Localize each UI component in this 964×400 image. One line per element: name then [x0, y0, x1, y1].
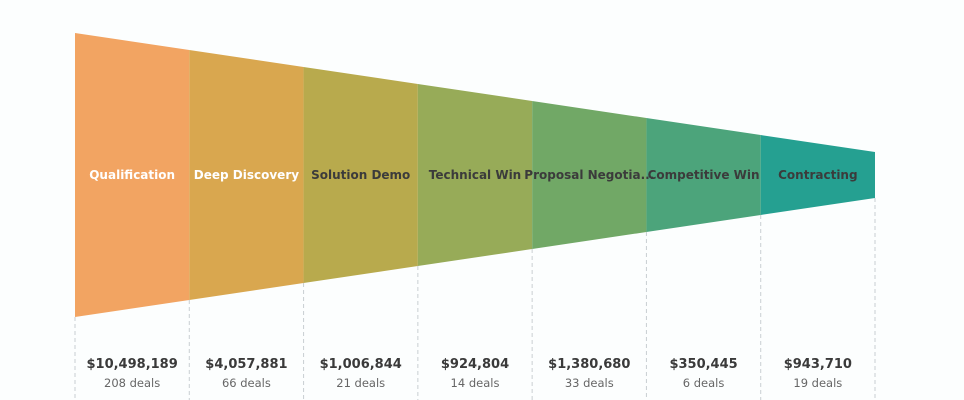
- stage-deals-label: 33 deals: [565, 376, 614, 390]
- stage-deals-label: 66 deals: [222, 376, 271, 390]
- funnel-segments: [75, 33, 875, 317]
- funnel-segment[interactable]: [532, 101, 647, 249]
- stage-value-label: $924,804: [441, 357, 509, 372]
- stage-deals-label: 21 deals: [336, 376, 385, 390]
- stage-value-label: $1,006,844: [320, 357, 402, 372]
- funnel-segment[interactable]: [75, 33, 190, 317]
- stage-value-label: $943,710: [784, 357, 852, 372]
- stage-deals-label: 6 deals: [683, 376, 725, 390]
- stage-dividers: [74, 198, 876, 400]
- stage-value-label: $10,498,189: [86, 357, 177, 372]
- stage-name-label: Contracting: [778, 168, 857, 182]
- funnel-segment[interactable]: [760, 135, 875, 215]
- stage-name-label: Technical Win: [429, 168, 521, 182]
- funnel-segment[interactable]: [417, 84, 533, 266]
- stage-value-label: $1,380,680: [548, 357, 630, 372]
- stage-labels: Qualification Deep Discovery Solution Demo…: [89, 168, 857, 182]
- stage-name-label: Proposal Negotia...: [524, 168, 654, 182]
- stage-values: $10,498,189 208 deals $4,057,881 66 deals $1…: [86, 357, 851, 390]
- stage-name-label: Qualification: [89, 168, 175, 182]
- stage-deals-label: 14 deals: [451, 376, 500, 390]
- stage-name-label: Deep Discovery: [194, 168, 299, 182]
- funnel-segment[interactable]: [303, 67, 418, 283]
- stage-deals-label: 19 deals: [793, 376, 842, 390]
- stage-value-label: $4,057,881: [205, 357, 287, 372]
- stage-name-label: Competitive Win: [648, 168, 760, 182]
- stage-name-label: Solution Demo: [311, 168, 410, 182]
- stage-value-label: $350,445: [669, 357, 737, 372]
- funnel-segment[interactable]: [646, 118, 761, 232]
- stage-deals-label: 208 deals: [104, 376, 160, 390]
- funnel-segment[interactable]: [189, 50, 304, 300]
